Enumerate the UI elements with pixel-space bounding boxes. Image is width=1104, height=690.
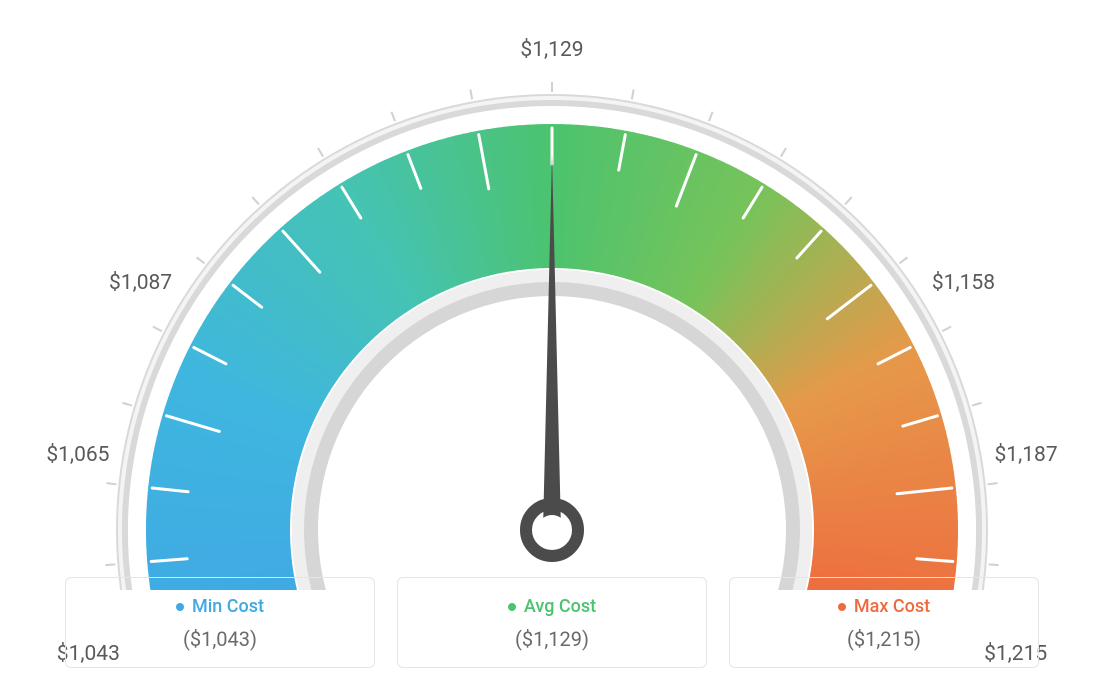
avg-cost-label: Avg Cost (524, 596, 596, 617)
gauge-svg (42, 30, 1062, 590)
min-cost-value: ($1,043) (76, 627, 364, 651)
max-cost-title: Max Cost (838, 596, 930, 617)
cost-gauge: $1,043$1,065$1,087$1,129$1,158$1,187$1,2… (0, 0, 1104, 560)
max-dot-icon (838, 603, 846, 611)
gauge-tick-label: $1,087 (109, 271, 172, 295)
gauge-tick-label: $1,158 (932, 271, 995, 295)
cost-cards-row: Min Cost ($1,043) Avg Cost ($1,129) Max … (65, 577, 1039, 669)
min-dot-icon (176, 603, 184, 611)
avg-dot-icon (508, 603, 516, 611)
gauge-tick-label: $1,129 (520, 38, 583, 62)
avg-cost-card: Avg Cost ($1,129) (397, 577, 707, 669)
max-cost-label: Max Cost (854, 596, 930, 617)
min-cost-card: Min Cost ($1,043) (65, 577, 375, 669)
min-cost-title: Min Cost (176, 596, 264, 617)
max-cost-value: ($1,215) (740, 627, 1028, 651)
avg-cost-title: Avg Cost (508, 596, 596, 617)
gauge-tick-label: $1,187 (995, 443, 1058, 467)
gauge-tick-label: $1,065 (46, 443, 109, 467)
min-cost-label: Min Cost (192, 596, 264, 617)
max-cost-card: Max Cost ($1,215) (729, 577, 1039, 669)
avg-cost-value: ($1,129) (408, 627, 696, 651)
